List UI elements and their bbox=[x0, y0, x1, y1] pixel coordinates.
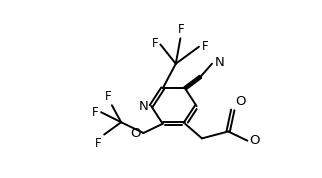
Text: N: N bbox=[215, 56, 225, 69]
Text: F: F bbox=[178, 23, 185, 36]
Text: O: O bbox=[131, 127, 141, 140]
Text: F: F bbox=[95, 137, 102, 150]
Text: F: F bbox=[92, 106, 99, 119]
Text: F: F bbox=[105, 90, 111, 103]
Text: F: F bbox=[151, 37, 158, 50]
Text: N: N bbox=[139, 100, 149, 112]
Text: O: O bbox=[235, 95, 246, 108]
Text: O: O bbox=[250, 134, 260, 147]
Text: F: F bbox=[202, 40, 209, 53]
